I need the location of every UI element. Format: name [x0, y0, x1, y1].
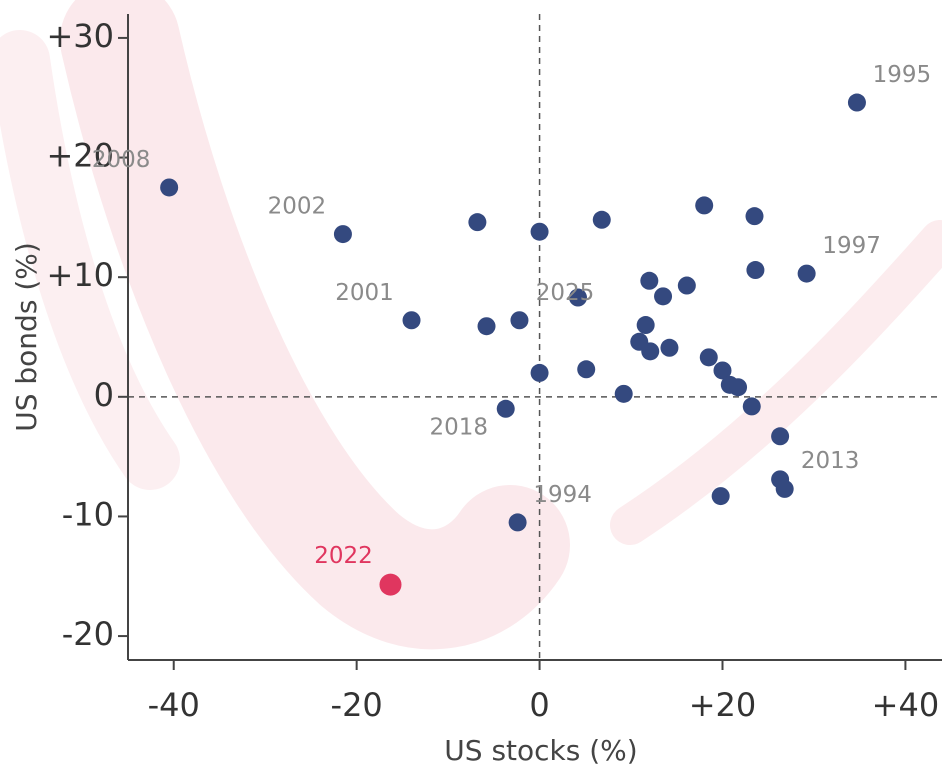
point [654, 287, 672, 305]
point [695, 196, 713, 214]
point [577, 360, 595, 378]
point [712, 487, 730, 505]
y-tick-label: +30 [46, 17, 114, 55]
point [160, 178, 178, 196]
y-tick-label: -20 [62, 615, 114, 653]
point [615, 385, 633, 403]
point [848, 94, 866, 112]
page: {"chart_data": {"type": "scatter", "x_la… [0, 0, 942, 769]
point-label: 2001 [335, 280, 394, 306]
point-label: 2013 [801, 448, 860, 474]
point-label: 1995 [873, 62, 932, 88]
point-label: 1994 [533, 482, 592, 508]
point [510, 311, 528, 329]
point [509, 513, 527, 531]
point [593, 211, 611, 229]
point [334, 225, 352, 243]
highlight-point [379, 574, 401, 596]
point [637, 316, 655, 334]
point [746, 261, 764, 279]
point [478, 317, 496, 335]
y-axis-label: US bonds (%) [10, 242, 43, 432]
point-label: 2002 [268, 194, 327, 220]
point [641, 342, 659, 360]
x-tick-label: -20 [331, 686, 383, 724]
x-tick-label: +40 [872, 686, 940, 724]
x-tick-label: -40 [148, 686, 200, 724]
point [468, 213, 486, 231]
point-label: 2022 [314, 543, 373, 569]
y-tick-label: 0 [94, 376, 114, 414]
point [771, 427, 789, 445]
point [743, 397, 761, 415]
point-label: 2018 [429, 414, 488, 440]
point [531, 364, 549, 382]
point [729, 378, 747, 396]
point [776, 480, 794, 498]
x-tick-label: 0 [529, 686, 549, 724]
chart: +30+20+100-10-20-40-200+20+40 US stocks … [0, 0, 942, 769]
point [640, 272, 658, 290]
background-brush [20, 40, 940, 589]
point [497, 400, 515, 418]
point [678, 277, 696, 295]
point [798, 265, 816, 283]
brush-stroke [120, 40, 510, 589]
point-label: 2008 [92, 147, 151, 173]
point [660, 339, 678, 357]
point [700, 348, 718, 366]
point-label: 1997 [822, 233, 881, 259]
point [531, 223, 549, 241]
y-tick-label: +10 [46, 256, 114, 294]
y-tick-label: -10 [62, 495, 114, 533]
x-tick-label: +20 [689, 686, 757, 724]
x-axis-label: US stocks (%) [444, 734, 637, 767]
point-label: 2025 [536, 280, 595, 306]
point [403, 311, 421, 329]
point [746, 207, 764, 225]
